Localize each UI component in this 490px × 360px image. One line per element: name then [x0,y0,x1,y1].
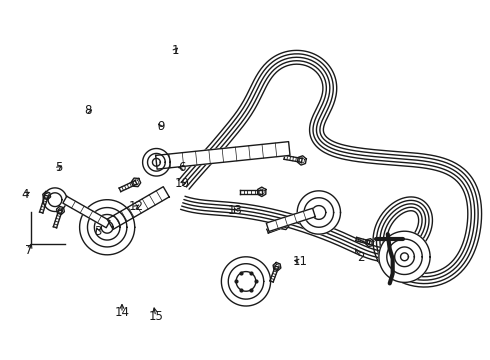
Text: 5: 5 [55,161,63,174]
Text: 14: 14 [115,306,129,319]
Text: 8: 8 [84,104,92,117]
Text: 4: 4 [22,188,29,201]
Polygon shape [379,231,430,282]
Text: 3: 3 [94,225,101,238]
Text: 6: 6 [178,161,186,174]
Polygon shape [297,191,341,234]
Text: 11: 11 [293,255,308,268]
Text: 15: 15 [148,310,163,323]
Polygon shape [43,188,67,212]
Polygon shape [143,148,170,176]
Polygon shape [107,187,169,229]
Text: 1: 1 [172,44,179,57]
Text: 10: 10 [175,177,190,190]
Polygon shape [221,257,270,306]
Text: 13: 13 [228,204,243,217]
Text: 2: 2 [357,252,365,265]
Text: 9: 9 [157,120,164,133]
Text: 12: 12 [129,200,144,213]
Polygon shape [79,200,135,255]
Polygon shape [63,196,110,228]
Polygon shape [266,208,315,231]
Text: 7: 7 [25,244,33,257]
Polygon shape [156,141,290,169]
